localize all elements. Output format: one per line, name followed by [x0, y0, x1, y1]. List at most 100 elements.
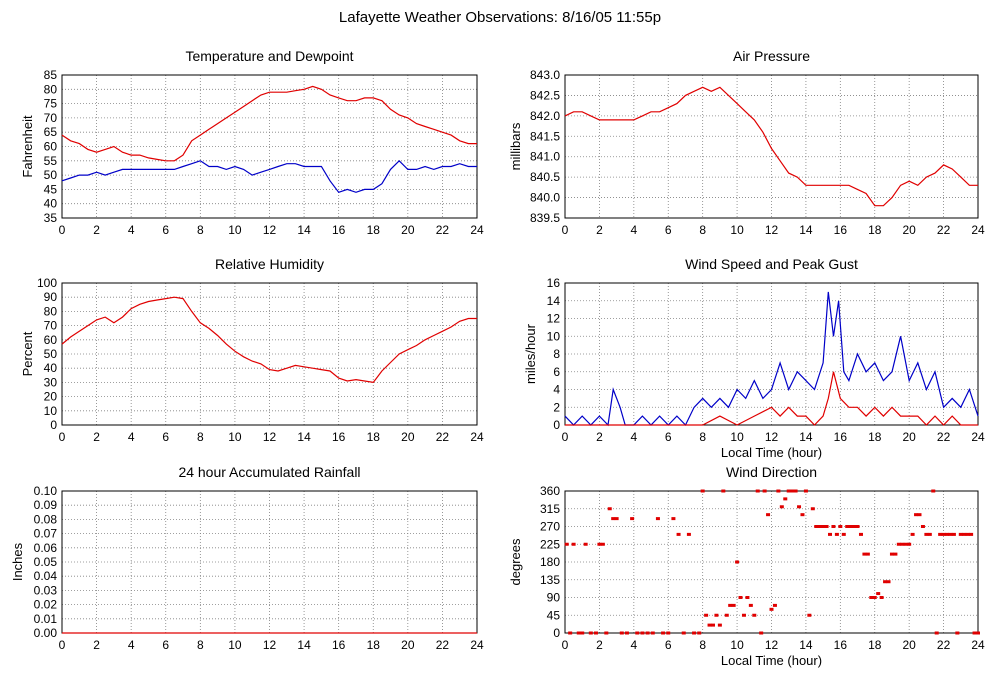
chart-title: Wind Speed and Peak Gust [685, 256, 858, 272]
data-point [735, 560, 740, 564]
x-tick-label: 8 [699, 638, 706, 652]
data-point [614, 517, 619, 521]
x-tick-label: 6 [162, 430, 169, 444]
data-point [769, 607, 774, 611]
x-tick-label: 10 [730, 430, 744, 444]
data-point [889, 552, 894, 556]
x-tick-label: 12 [765, 430, 779, 444]
data-point [731, 603, 736, 607]
x-tick-label: 16 [834, 430, 848, 444]
x-tick-label: 4 [630, 638, 637, 652]
x-tick-label: 2 [93, 638, 100, 652]
data-point [869, 596, 874, 599]
x-tick-label: 20 [401, 638, 415, 652]
y-tick-label: 842.5 [530, 88, 560, 102]
x-tick-label: 18 [868, 223, 882, 237]
data-point [910, 532, 915, 536]
data-point [724, 613, 729, 617]
y-tick-label: 70 [44, 319, 58, 333]
data-point [759, 631, 764, 635]
x-tick-label: 24 [470, 223, 484, 237]
x-tick-label: 20 [902, 638, 916, 652]
data-point [934, 631, 939, 635]
data-point [841, 532, 846, 536]
x-tick-label: 16 [834, 223, 848, 237]
data-point [948, 532, 953, 536]
page-title: Lafayette Weather Observations: 8/16/05 … [338, 9, 662, 26]
data-point [762, 489, 767, 493]
data-point [807, 613, 812, 617]
y-tick-label: 50 [44, 168, 58, 182]
x-tick-label: 0 [59, 223, 66, 237]
data-point [865, 552, 870, 556]
y-tick-label: 30 [44, 375, 58, 389]
y-tick-label: 0.03 [34, 583, 58, 597]
data-point [692, 631, 697, 635]
x-tick-label: 14 [799, 638, 813, 652]
x-tick-label: 22 [436, 638, 450, 652]
y-axis-label: Percent [20, 331, 35, 376]
x-tick-label: 22 [937, 638, 951, 652]
x-tick-label: 16 [332, 430, 346, 444]
x-tick-label: 10 [228, 638, 242, 652]
x-tick-label: 14 [297, 638, 311, 652]
data-point [828, 532, 833, 536]
data-point [917, 513, 922, 517]
y-tick-label: 14 [547, 294, 561, 308]
data-point [955, 631, 960, 635]
y-tick-label: 0.05 [34, 555, 58, 569]
x-tick-label: 4 [128, 638, 135, 652]
data-point [604, 631, 609, 635]
y-tick-label: 20 [44, 390, 58, 404]
y-tick-label: 65 [44, 125, 58, 139]
data-point [786, 489, 791, 493]
y-tick-label: 6 [553, 365, 560, 379]
x-tick-label: 2 [93, 223, 100, 237]
data-point [962, 532, 967, 536]
data-point [681, 631, 686, 635]
data-point [914, 513, 919, 517]
y-tick-label: 60 [44, 333, 58, 347]
y-tick-label: 842.0 [530, 109, 560, 123]
data-point [858, 532, 863, 536]
data-point [931, 489, 936, 493]
data-point [666, 631, 671, 635]
x-tick-label: 16 [834, 638, 848, 652]
data-point [862, 552, 867, 556]
data-point [945, 532, 950, 536]
data-point [714, 613, 719, 617]
y-tick-label: 50 [44, 347, 58, 361]
y-tick-label: 840.0 [530, 191, 560, 205]
x-tick-label: 24 [971, 430, 985, 444]
y-tick-label: 0.07 [34, 527, 58, 541]
x-tick-label: 8 [197, 430, 204, 444]
data-point [593, 631, 598, 635]
data-point [611, 517, 616, 521]
data-point [969, 532, 974, 536]
y-tick-label: 360 [540, 484, 560, 498]
data-point [686, 532, 691, 536]
y-tick-label: 100 [37, 276, 57, 290]
y-tick-label: 90 [547, 591, 561, 605]
data-point [717, 623, 722, 627]
x-tick-label: 24 [470, 638, 484, 652]
data-point [855, 525, 860, 528]
x-tick-label: 2 [596, 223, 603, 237]
y-tick-label: 35 [44, 211, 58, 225]
y-axis-label: miles/hour [523, 323, 538, 384]
y-tick-label: 55 [44, 154, 58, 168]
data-point [938, 532, 943, 536]
y-tick-label: 10 [44, 404, 58, 418]
data-point [965, 532, 970, 536]
y-tick-label: 225 [540, 537, 560, 551]
data-point [814, 525, 819, 528]
x-tick-label: 6 [162, 223, 169, 237]
x-tick-label: 18 [367, 638, 381, 652]
data-point [886, 580, 891, 584]
data-point [779, 505, 784, 509]
y-axis-label: degrees [508, 538, 523, 585]
x-tick-label: 0 [562, 223, 569, 237]
